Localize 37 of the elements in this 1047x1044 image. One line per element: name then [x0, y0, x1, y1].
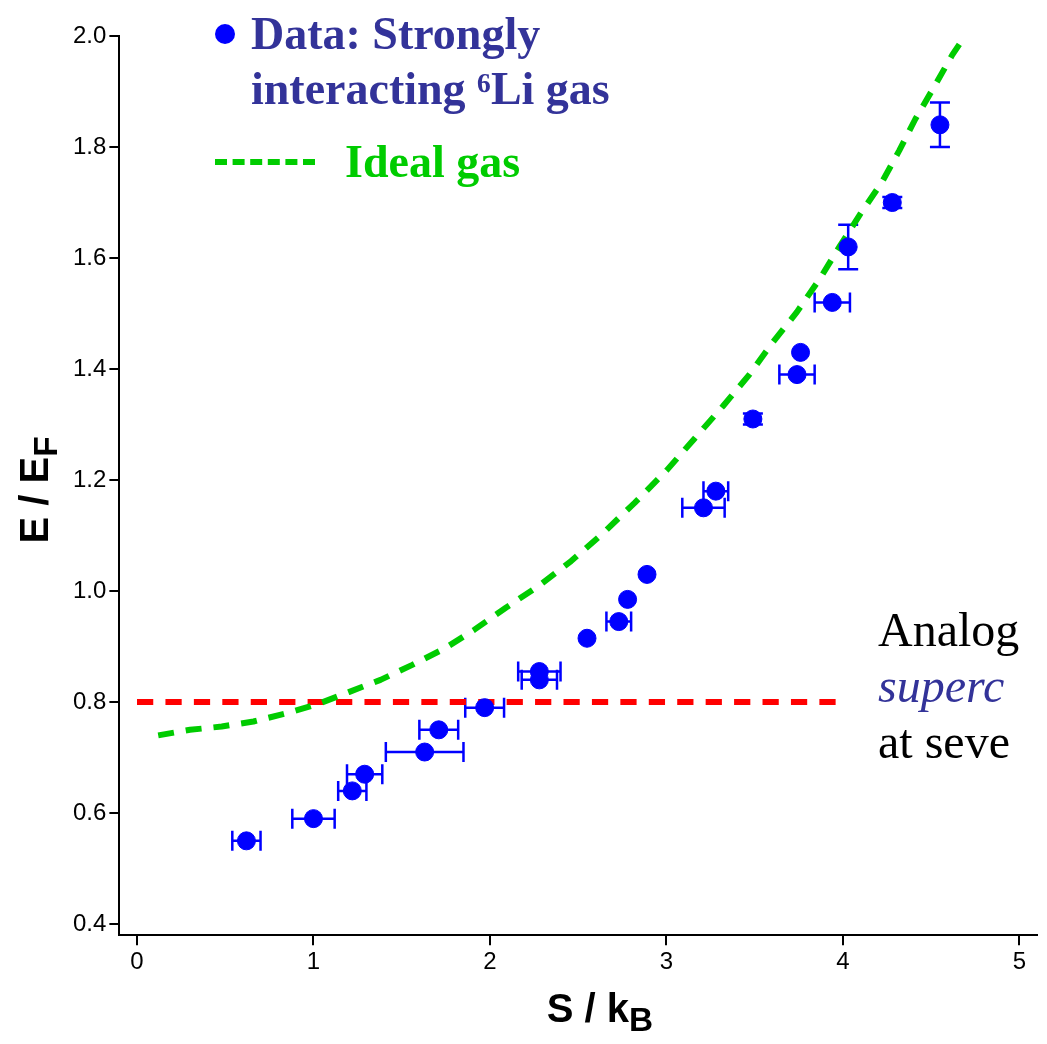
y-tick-label: 1.8 [72, 131, 107, 159]
point [930, 115, 950, 135]
x-tick-label: 0 [130, 947, 144, 975]
point [429, 720, 449, 740]
point [838, 237, 858, 257]
annotation: at seve [878, 714, 1010, 769]
point [618, 589, 638, 609]
y-tick-label: 1.2 [72, 464, 107, 492]
annotation: Analog [878, 602, 1020, 657]
point [787, 365, 807, 385]
legend-label: Ideal gas [345, 135, 521, 190]
point [355, 764, 375, 784]
point [342, 781, 362, 801]
point [415, 742, 435, 762]
x-tick-label: 1 [306, 947, 321, 975]
y-tick-label: 0.6 [72, 797, 107, 825]
y-tick-label: 1.4 [72, 353, 107, 381]
x-axis-title: S / k$_{B}$ [546, 985, 654, 1039]
point [822, 292, 842, 312]
point [236, 831, 256, 851]
y-tick-label: 0.4 [72, 908, 107, 936]
y-tick-label: 1.0 [72, 575, 107, 603]
point [475, 698, 495, 718]
y-tick-label: 2.0 [72, 20, 107, 48]
x-tick-label: 5 [1012, 947, 1027, 975]
annotation: superc [878, 658, 1005, 713]
y-tick-label: 1.6 [72, 242, 107, 270]
point [303, 809, 323, 829]
x-tick-label: 4 [836, 947, 850, 975]
point [637, 564, 657, 584]
legend-label: Data: Strongly interacting ⁶Li gas [251, 7, 611, 117]
point [791, 342, 811, 362]
x-tick-label: 2 [483, 947, 497, 975]
point [577, 628, 597, 648]
point [693, 498, 713, 518]
x-tick-label: 3 [659, 947, 674, 975]
y-tick-label: 0.8 [72, 686, 107, 714]
